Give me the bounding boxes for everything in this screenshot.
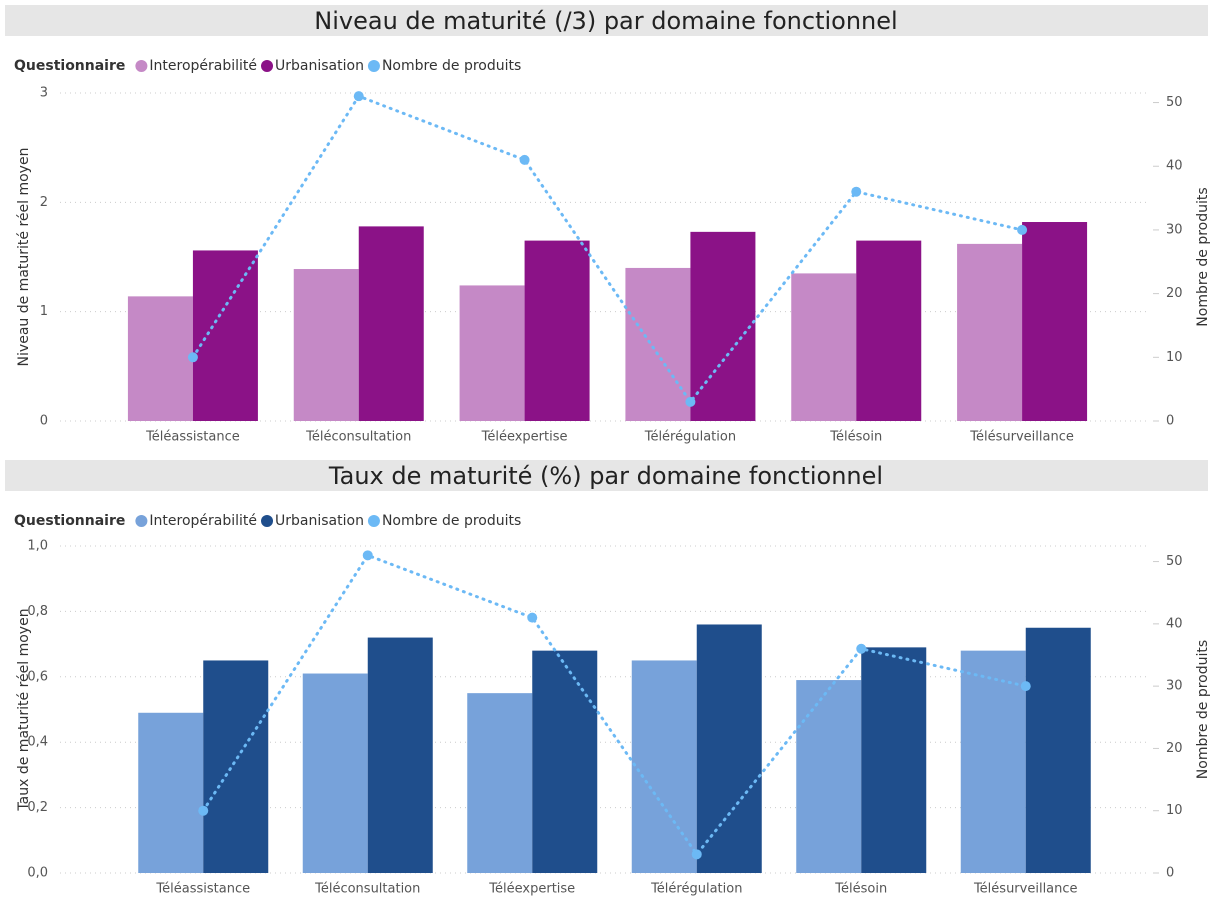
y2-tick-label: 20 <box>1166 286 1183 301</box>
legend-title: Questionnaire <box>14 58 125 74</box>
bar <box>960 650 1026 873</box>
legend-label: Interopérabilité <box>149 58 257 74</box>
x-tick-label: Télérégulation <box>650 882 742 897</box>
y2-tick-label: 0 <box>1166 866 1174 881</box>
bar <box>532 650 598 873</box>
chart-title: Taux de maturité (%) par domaine fonctio… <box>328 462 883 490</box>
bar <box>524 240 590 421</box>
y2-tick-label: 50 <box>1166 95 1183 110</box>
legend-title: Questionnaire <box>14 513 125 529</box>
x-tick-label: Téléconsultation <box>314 882 420 897</box>
y2-tick-label: 40 <box>1166 159 1183 174</box>
y-tick-label: 0,2 <box>27 800 48 815</box>
y2-axis-title: Nombre de produits <box>1195 187 1211 326</box>
chart: Niveau de maturité (/3) par domaine fonc… <box>5 5 1211 445</box>
bar <box>861 647 927 873</box>
bar <box>293 269 359 421</box>
line-point <box>527 612 538 623</box>
line-point <box>1017 224 1028 235</box>
bar <box>302 673 368 873</box>
line-point <box>362 550 373 561</box>
x-tick-label: Télésurveillance <box>969 430 1074 445</box>
y-tick-label: 1 <box>40 304 48 319</box>
legend-label: Urbanisation <box>275 513 364 529</box>
bar <box>957 243 1023 421</box>
bar <box>358 226 424 421</box>
bar <box>631 660 697 873</box>
x-tick-label: Télésoin <box>829 430 882 445</box>
y-axis-title: Taux de maturité réel moyen <box>16 608 32 811</box>
x-tick-label: Télésurveillance <box>973 882 1078 897</box>
x-tick-label: Téléassistance <box>145 430 240 445</box>
y-tick-label: 0 <box>40 414 48 429</box>
x-tick-label: Télérégulation <box>644 430 736 445</box>
legend-swatch <box>367 60 380 72</box>
bar <box>1022 222 1088 421</box>
y-tick-label: 1,0 <box>27 539 48 554</box>
legend-swatch <box>135 515 148 527</box>
line-point <box>353 91 364 102</box>
line-point <box>1020 681 1031 692</box>
y2-tick-label: 30 <box>1166 222 1183 237</box>
line-point <box>187 352 198 363</box>
legend-swatch <box>261 60 274 72</box>
y-tick-label: 2 <box>40 195 48 210</box>
bar <box>203 660 269 873</box>
y2-tick-label: 10 <box>1166 350 1183 365</box>
legend-label: Nombre de produits <box>382 513 521 529</box>
bar <box>625 267 691 421</box>
legend-swatch <box>135 60 148 72</box>
y2-tick-label: 20 <box>1166 741 1183 756</box>
x-tick-label: Télésoin <box>834 882 887 897</box>
y2-tick-label: 10 <box>1166 803 1183 818</box>
bar <box>696 624 762 873</box>
chart: Taux de maturité (%) par domaine fonctio… <box>5 460 1211 897</box>
bar <box>367 637 433 873</box>
bar <box>1025 627 1091 873</box>
legend-label: Urbanisation <box>275 58 364 74</box>
y-tick-label: 0,6 <box>27 669 48 684</box>
line <box>191 94 1024 405</box>
x-tick-label: Téléconsultation <box>305 430 411 445</box>
bar <box>467 693 533 873</box>
y2-tick-label: 30 <box>1166 679 1183 694</box>
line-point <box>519 154 530 165</box>
y-tick-label: 0,0 <box>27 866 48 881</box>
y2-tick-label: 40 <box>1166 616 1183 631</box>
line-point <box>198 805 209 816</box>
y-tick-label: 3 <box>40 86 48 101</box>
bar <box>192 250 258 421</box>
bar <box>796 680 862 873</box>
bar <box>856 240 922 421</box>
x-tick-label: Téléexpertise <box>481 430 568 445</box>
bar <box>138 712 204 873</box>
line-point <box>851 186 862 197</box>
title-band <box>5 5 1208 36</box>
line-point <box>856 643 867 654</box>
line-point <box>685 396 696 407</box>
line-point <box>691 849 702 860</box>
y2-axis-title: Nombre de produits <box>1195 640 1211 779</box>
x-tick-label: Téléassistance <box>155 882 250 897</box>
legend-label: Nombre de produits <box>382 58 521 74</box>
legend-swatch <box>367 515 380 527</box>
bar <box>459 285 525 421</box>
line <box>201 553 1028 857</box>
legend-swatch <box>261 515 274 527</box>
bar <box>690 231 756 421</box>
y-tick-label: 0,8 <box>27 604 48 619</box>
legend-label: Interopérabilité <box>149 513 257 529</box>
y2-tick-label: 50 <box>1166 554 1183 569</box>
bar <box>127 296 193 421</box>
y-tick-label: 0,4 <box>27 735 48 750</box>
x-tick-label: Téléexpertise <box>488 882 575 897</box>
y-axis-title: Niveau de maturité réel moyen <box>16 148 32 367</box>
chart-title: Niveau de maturité (/3) par domaine fonc… <box>314 7 897 35</box>
bar <box>791 273 857 421</box>
y2-tick-label: 0 <box>1166 414 1174 429</box>
title-band <box>5 460 1208 491</box>
